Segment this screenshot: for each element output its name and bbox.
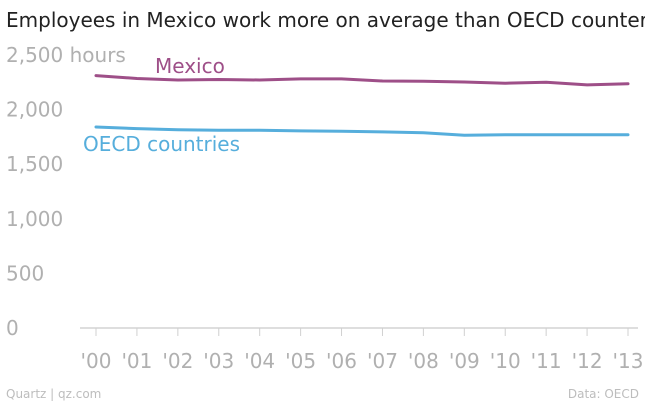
x-tick-label: '08 <box>408 349 439 373</box>
y-tick-label: 2,000 <box>6 98 63 122</box>
y-tick-label: 1,500 <box>6 152 63 176</box>
series-line-oecd <box>94 125 630 137</box>
data-source: Data: OECD <box>568 387 639 401</box>
y-tick-label: 500 <box>6 261 44 285</box>
x-tick-label: '06 <box>326 349 357 373</box>
y-tick-label: 1,000 <box>6 207 63 231</box>
x-tick-label: '04 <box>244 349 275 373</box>
chart-title: Employees in Mexico work more on average… <box>6 8 645 32</box>
x-tick-label: '12 <box>572 349 603 373</box>
x-tick-label: '10 <box>490 349 521 373</box>
y-tick-label: 0 <box>6 316 19 340</box>
series-line-mexico <box>94 74 630 87</box>
x-tick-label: '03 <box>203 349 234 373</box>
x-tick-label: '02 <box>162 349 193 373</box>
x-tick-label: '09 <box>449 349 480 373</box>
x-axis: '00 '01 '02 '03 '04 '05 '06 '07 '08 '09 '10 '11 '12 '… <box>81 328 644 373</box>
x-tick-label: '00 <box>81 349 112 373</box>
source-credit: Quartz | qz.com <box>6 387 101 401</box>
x-tick-label: '13 <box>613 349 644 373</box>
x-tick-label: '05 <box>285 349 316 373</box>
series-lines <box>94 74 630 137</box>
x-tick-label: '01 <box>121 349 152 373</box>
x-tick-label: '11 <box>531 349 562 373</box>
series-label-mexico: Mexico <box>155 54 225 78</box>
y-tick-label: 2,500 hours <box>6 43 126 67</box>
series-label-oecd: OECD countries <box>83 132 240 156</box>
x-tick-label: '07 <box>367 349 398 373</box>
y-axis: 0 500 1,000 1,500 2,000 2,500 hours <box>6 43 126 340</box>
